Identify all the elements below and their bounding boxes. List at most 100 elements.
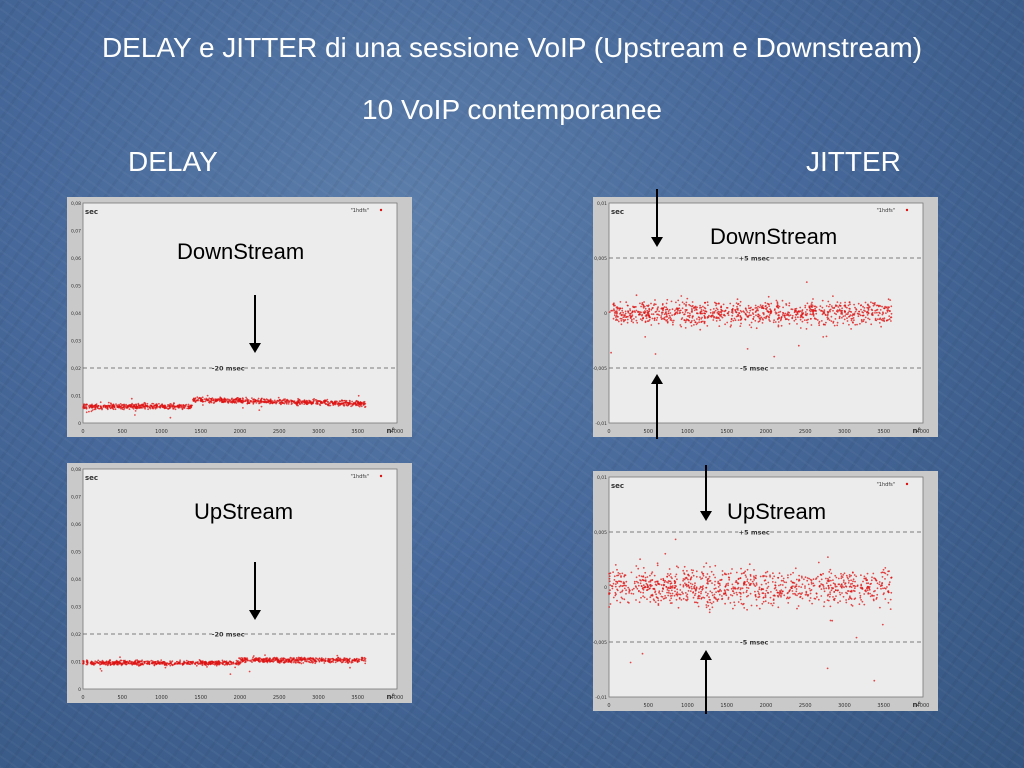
data-point bbox=[828, 319, 831, 321]
data-point bbox=[719, 319, 721, 322]
data-point bbox=[351, 400, 353, 403]
data-point bbox=[363, 656, 366, 659]
data-point bbox=[869, 595, 872, 598]
data-point bbox=[210, 398, 213, 401]
data-point bbox=[633, 318, 635, 320]
data-point bbox=[806, 577, 809, 579]
data-point bbox=[716, 317, 718, 320]
data-point bbox=[83, 403, 86, 406]
data-point bbox=[739, 304, 741, 307]
data-point bbox=[224, 400, 226, 403]
data-point bbox=[807, 583, 810, 586]
data-point bbox=[693, 586, 695, 588]
data-point bbox=[732, 319, 735, 322]
data-point bbox=[682, 592, 684, 595]
data-point bbox=[328, 404, 330, 407]
data-point bbox=[867, 586, 870, 588]
data-point bbox=[780, 579, 783, 582]
data-point bbox=[336, 400, 338, 403]
data-point bbox=[635, 599, 637, 601]
data-point bbox=[667, 591, 670, 594]
data-point bbox=[349, 403, 351, 405]
data-point bbox=[700, 597, 703, 600]
data-point bbox=[828, 595, 831, 598]
data-point bbox=[272, 658, 274, 660]
data-point bbox=[753, 579, 755, 581]
data-point bbox=[841, 307, 843, 310]
data-point bbox=[643, 596, 646, 599]
x-tick-label: 2500 bbox=[273, 695, 286, 701]
data-point bbox=[757, 315, 760, 318]
data-point bbox=[739, 309, 742, 312]
data-point bbox=[889, 310, 891, 313]
data-point bbox=[298, 661, 301, 664]
data-point bbox=[650, 594, 653, 597]
x-tick-label: 1000 bbox=[155, 695, 168, 701]
data-point bbox=[343, 657, 346, 659]
data-point bbox=[159, 404, 162, 407]
data-point bbox=[109, 404, 112, 407]
data-point bbox=[847, 304, 850, 307]
data-point bbox=[652, 598, 655, 601]
data-point bbox=[168, 405, 171, 408]
data-point bbox=[621, 307, 624, 310]
data-point bbox=[750, 314, 752, 317]
data-point bbox=[639, 582, 642, 585]
data-point bbox=[853, 587, 856, 590]
data-point bbox=[709, 599, 711, 601]
data-point bbox=[739, 577, 742, 580]
data-point bbox=[815, 577, 818, 579]
data-point bbox=[677, 606, 680, 609]
data-point bbox=[639, 311, 641, 313]
data-point bbox=[746, 608, 748, 611]
data-point bbox=[164, 666, 167, 669]
x-tick-label: 0 bbox=[607, 703, 610, 709]
data-point bbox=[145, 660, 147, 663]
data-point bbox=[839, 302, 842, 304]
delay-upstream-label: UpStream bbox=[194, 499, 294, 524]
data-point bbox=[882, 312, 884, 315]
data-point bbox=[666, 589, 669, 591]
data-point bbox=[143, 661, 146, 664]
data-point bbox=[775, 312, 778, 314]
data-point bbox=[666, 587, 669, 589]
data-point bbox=[173, 402, 175, 405]
data-point bbox=[670, 582, 673, 585]
data-point bbox=[298, 399, 301, 401]
data-point bbox=[686, 593, 689, 596]
data-point bbox=[211, 397, 214, 400]
data-point bbox=[632, 593, 635, 595]
y-tick-label: 0,01 bbox=[71, 394, 81, 400]
data-point bbox=[781, 584, 784, 586]
delay-heading: DELAY bbox=[128, 146, 218, 177]
data-point bbox=[818, 324, 821, 327]
data-point bbox=[674, 309, 676, 312]
data-point bbox=[636, 321, 639, 324]
data-point bbox=[847, 598, 850, 601]
data-point bbox=[690, 569, 693, 571]
data-point bbox=[267, 399, 269, 402]
data-point bbox=[646, 598, 648, 600]
data-point bbox=[797, 344, 800, 347]
data-point bbox=[886, 573, 889, 576]
x-tick-label: 2000 bbox=[234, 429, 247, 435]
data-point bbox=[705, 604, 708, 606]
data-point bbox=[261, 659, 264, 662]
data-point bbox=[797, 310, 799, 313]
data-point bbox=[306, 400, 308, 402]
data-point bbox=[764, 596, 767, 598]
data-point bbox=[888, 318, 891, 321]
data-point bbox=[623, 316, 626, 318]
data-point bbox=[656, 562, 659, 565]
data-point bbox=[811, 313, 813, 316]
data-point bbox=[643, 305, 646, 308]
data-point bbox=[93, 408, 96, 411]
data-point bbox=[290, 657, 293, 659]
data-point bbox=[662, 309, 664, 311]
data-point bbox=[860, 599, 862, 601]
data-point bbox=[829, 584, 832, 587]
data-point bbox=[859, 304, 862, 307]
data-point bbox=[782, 312, 785, 315]
delay-downstream-label: DownStream bbox=[177, 239, 305, 264]
data-point bbox=[686, 297, 689, 300]
